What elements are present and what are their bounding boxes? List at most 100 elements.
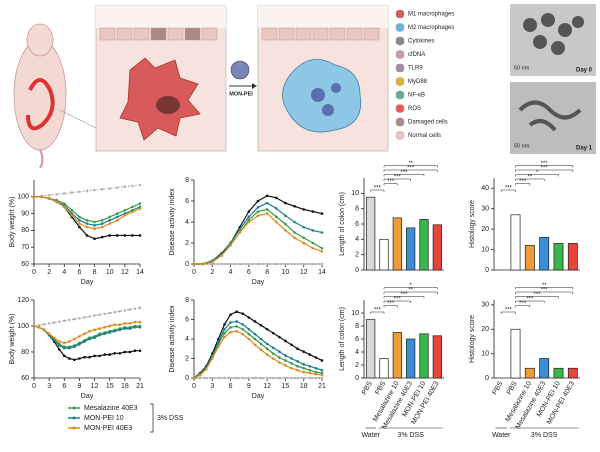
y-tick-label: 10 (481, 246, 489, 253)
point (115, 234, 119, 237)
y-tick-label: 6 (185, 316, 189, 323)
series-line (193, 311, 323, 379)
y-tick-label: 2 (355, 362, 359, 369)
series-line (194, 195, 323, 265)
point (83, 315, 86, 319)
x-tick-label: 18 (300, 383, 308, 390)
legend-label: MyD88 (408, 79, 428, 85)
sig-label: *** (400, 292, 408, 298)
point (78, 215, 81, 219)
sig-label: *** (541, 166, 549, 172)
point (247, 332, 251, 336)
x-tick-label: 9 (77, 383, 81, 390)
y-tick-label: 30 (481, 302, 489, 309)
sig-label: *** (400, 170, 408, 176)
y-axis-label: Length of colon (cm) (339, 192, 346, 256)
point (256, 199, 260, 203)
point (302, 366, 306, 370)
legend-icon (395, 117, 405, 127)
point (247, 220, 251, 224)
point (253, 337, 257, 341)
sig-label: *** (541, 288, 549, 294)
group-label: Water (492, 432, 511, 439)
point (98, 354, 101, 358)
y-tick-label: 60 (21, 261, 29, 268)
point (229, 326, 232, 329)
point (265, 347, 269, 351)
point (93, 328, 96, 332)
point (128, 322, 132, 325)
y-tick-label: 10 (351, 190, 359, 197)
bar (567, 367, 578, 379)
point (85, 222, 89, 225)
point (302, 225, 306, 229)
legend-icon (395, 23, 405, 32)
x-tick-label: 9 (247, 383, 251, 390)
sig-label: ** (527, 175, 532, 181)
point (253, 343, 257, 347)
point (223, 327, 226, 331)
point (123, 213, 127, 217)
point (284, 376, 287, 380)
series-line (33, 325, 140, 361)
point (302, 376, 306, 380)
sig-label: *** (505, 186, 513, 192)
sig-label: ** (542, 283, 547, 289)
y-tick-label: 70 (21, 244, 29, 251)
point (83, 355, 86, 359)
point (108, 219, 112, 222)
point (42, 323, 46, 326)
y-tick-label: 4 (185, 336, 189, 343)
point (320, 262, 324, 266)
sig-bracket (370, 189, 385, 192)
point (253, 320, 257, 323)
point (37, 326, 41, 329)
point (78, 219, 81, 222)
point (296, 365, 299, 368)
point (138, 234, 142, 237)
point (296, 368, 299, 372)
point (108, 353, 112, 356)
y-tick-label: 90 (21, 210, 29, 217)
legend-label: MON-PEI 10 (84, 415, 124, 422)
point (128, 350, 132, 354)
legend-icon (395, 63, 405, 73)
point (52, 321, 56, 324)
y-tick-label: 80 (21, 349, 29, 356)
point (52, 336, 56, 340)
y-tick-label: 0 (355, 267, 359, 274)
point (302, 208, 306, 211)
point (113, 323, 117, 327)
point (138, 320, 142, 324)
point (278, 356, 281, 359)
series-line (33, 325, 140, 349)
point (103, 326, 106, 329)
point (57, 344, 61, 347)
point (314, 372, 318, 376)
bar (419, 333, 429, 379)
point (247, 327, 251, 331)
point (223, 335, 226, 339)
point (57, 340, 61, 343)
y-axis-label: Histology score (469, 200, 476, 248)
point (284, 229, 287, 232)
point (235, 376, 238, 380)
point (320, 371, 324, 375)
y-tick-label: 6 (355, 336, 359, 343)
x-tick-label: 6 (77, 269, 81, 276)
y-tick-label: 8 (185, 177, 189, 184)
bar (392, 332, 402, 379)
point (265, 327, 269, 331)
tem-label: Day 1 (576, 146, 593, 152)
point (308, 365, 312, 368)
point (271, 331, 275, 335)
point (274, 207, 278, 210)
y-axis-label: Body weight (%) (9, 314, 16, 365)
sig-bracket (383, 296, 425, 299)
x-tick-label: 15 (282, 383, 290, 390)
point (128, 308, 132, 311)
bar (432, 224, 442, 271)
point (192, 262, 196, 266)
legend-swatch (72, 416, 76, 420)
point (271, 346, 275, 350)
